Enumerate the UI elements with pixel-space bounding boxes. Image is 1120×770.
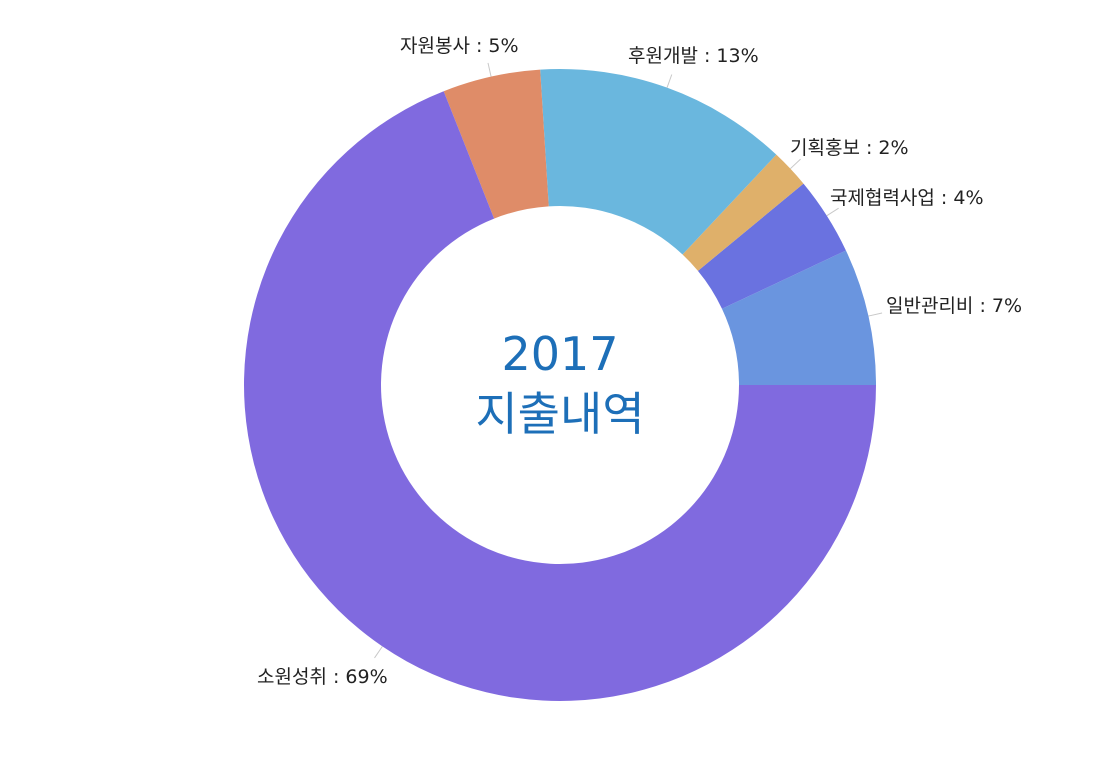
slice-label-3: 기획홍보 : 2% <box>790 137 909 159</box>
slice-label-1: 일반관리비 : 7% <box>886 295 1022 317</box>
leader-line-6 <box>374 646 383 659</box>
slices-layer <box>244 68 876 701</box>
center-title-year: 2017 <box>501 327 618 381</box>
slice-6 <box>244 91 876 701</box>
slice-label-4: 후원개발 : 13% <box>628 45 759 67</box>
slice-5 <box>443 69 549 219</box>
leader-line-1 <box>868 312 883 317</box>
slice-1 <box>721 250 876 385</box>
slice-label-5: 자원봉사 : 5% <box>400 35 519 57</box>
leader-line-4 <box>666 74 673 88</box>
leader-lines <box>374 62 883 659</box>
slice-labels: 일반관리비 : 7% 국제협력사업 : 4% 기획홍보 : 2% 후원개발 : 13%… <box>257 35 1022 688</box>
slice-label-2: 국제협력사업 : 4% <box>830 187 984 209</box>
slice-4 <box>540 68 777 255</box>
leader-line-2 <box>826 207 839 217</box>
slice-3 <box>682 154 804 271</box>
leader-line-5 <box>487 62 492 77</box>
center-title: 2017 지출내역 <box>475 327 644 441</box>
leader-line-3 <box>790 158 801 170</box>
slice-2 <box>697 183 846 309</box>
slice-label-6: 소원성취 : 69% <box>257 666 388 688</box>
center-title-caption: 지출내역 <box>475 387 644 441</box>
